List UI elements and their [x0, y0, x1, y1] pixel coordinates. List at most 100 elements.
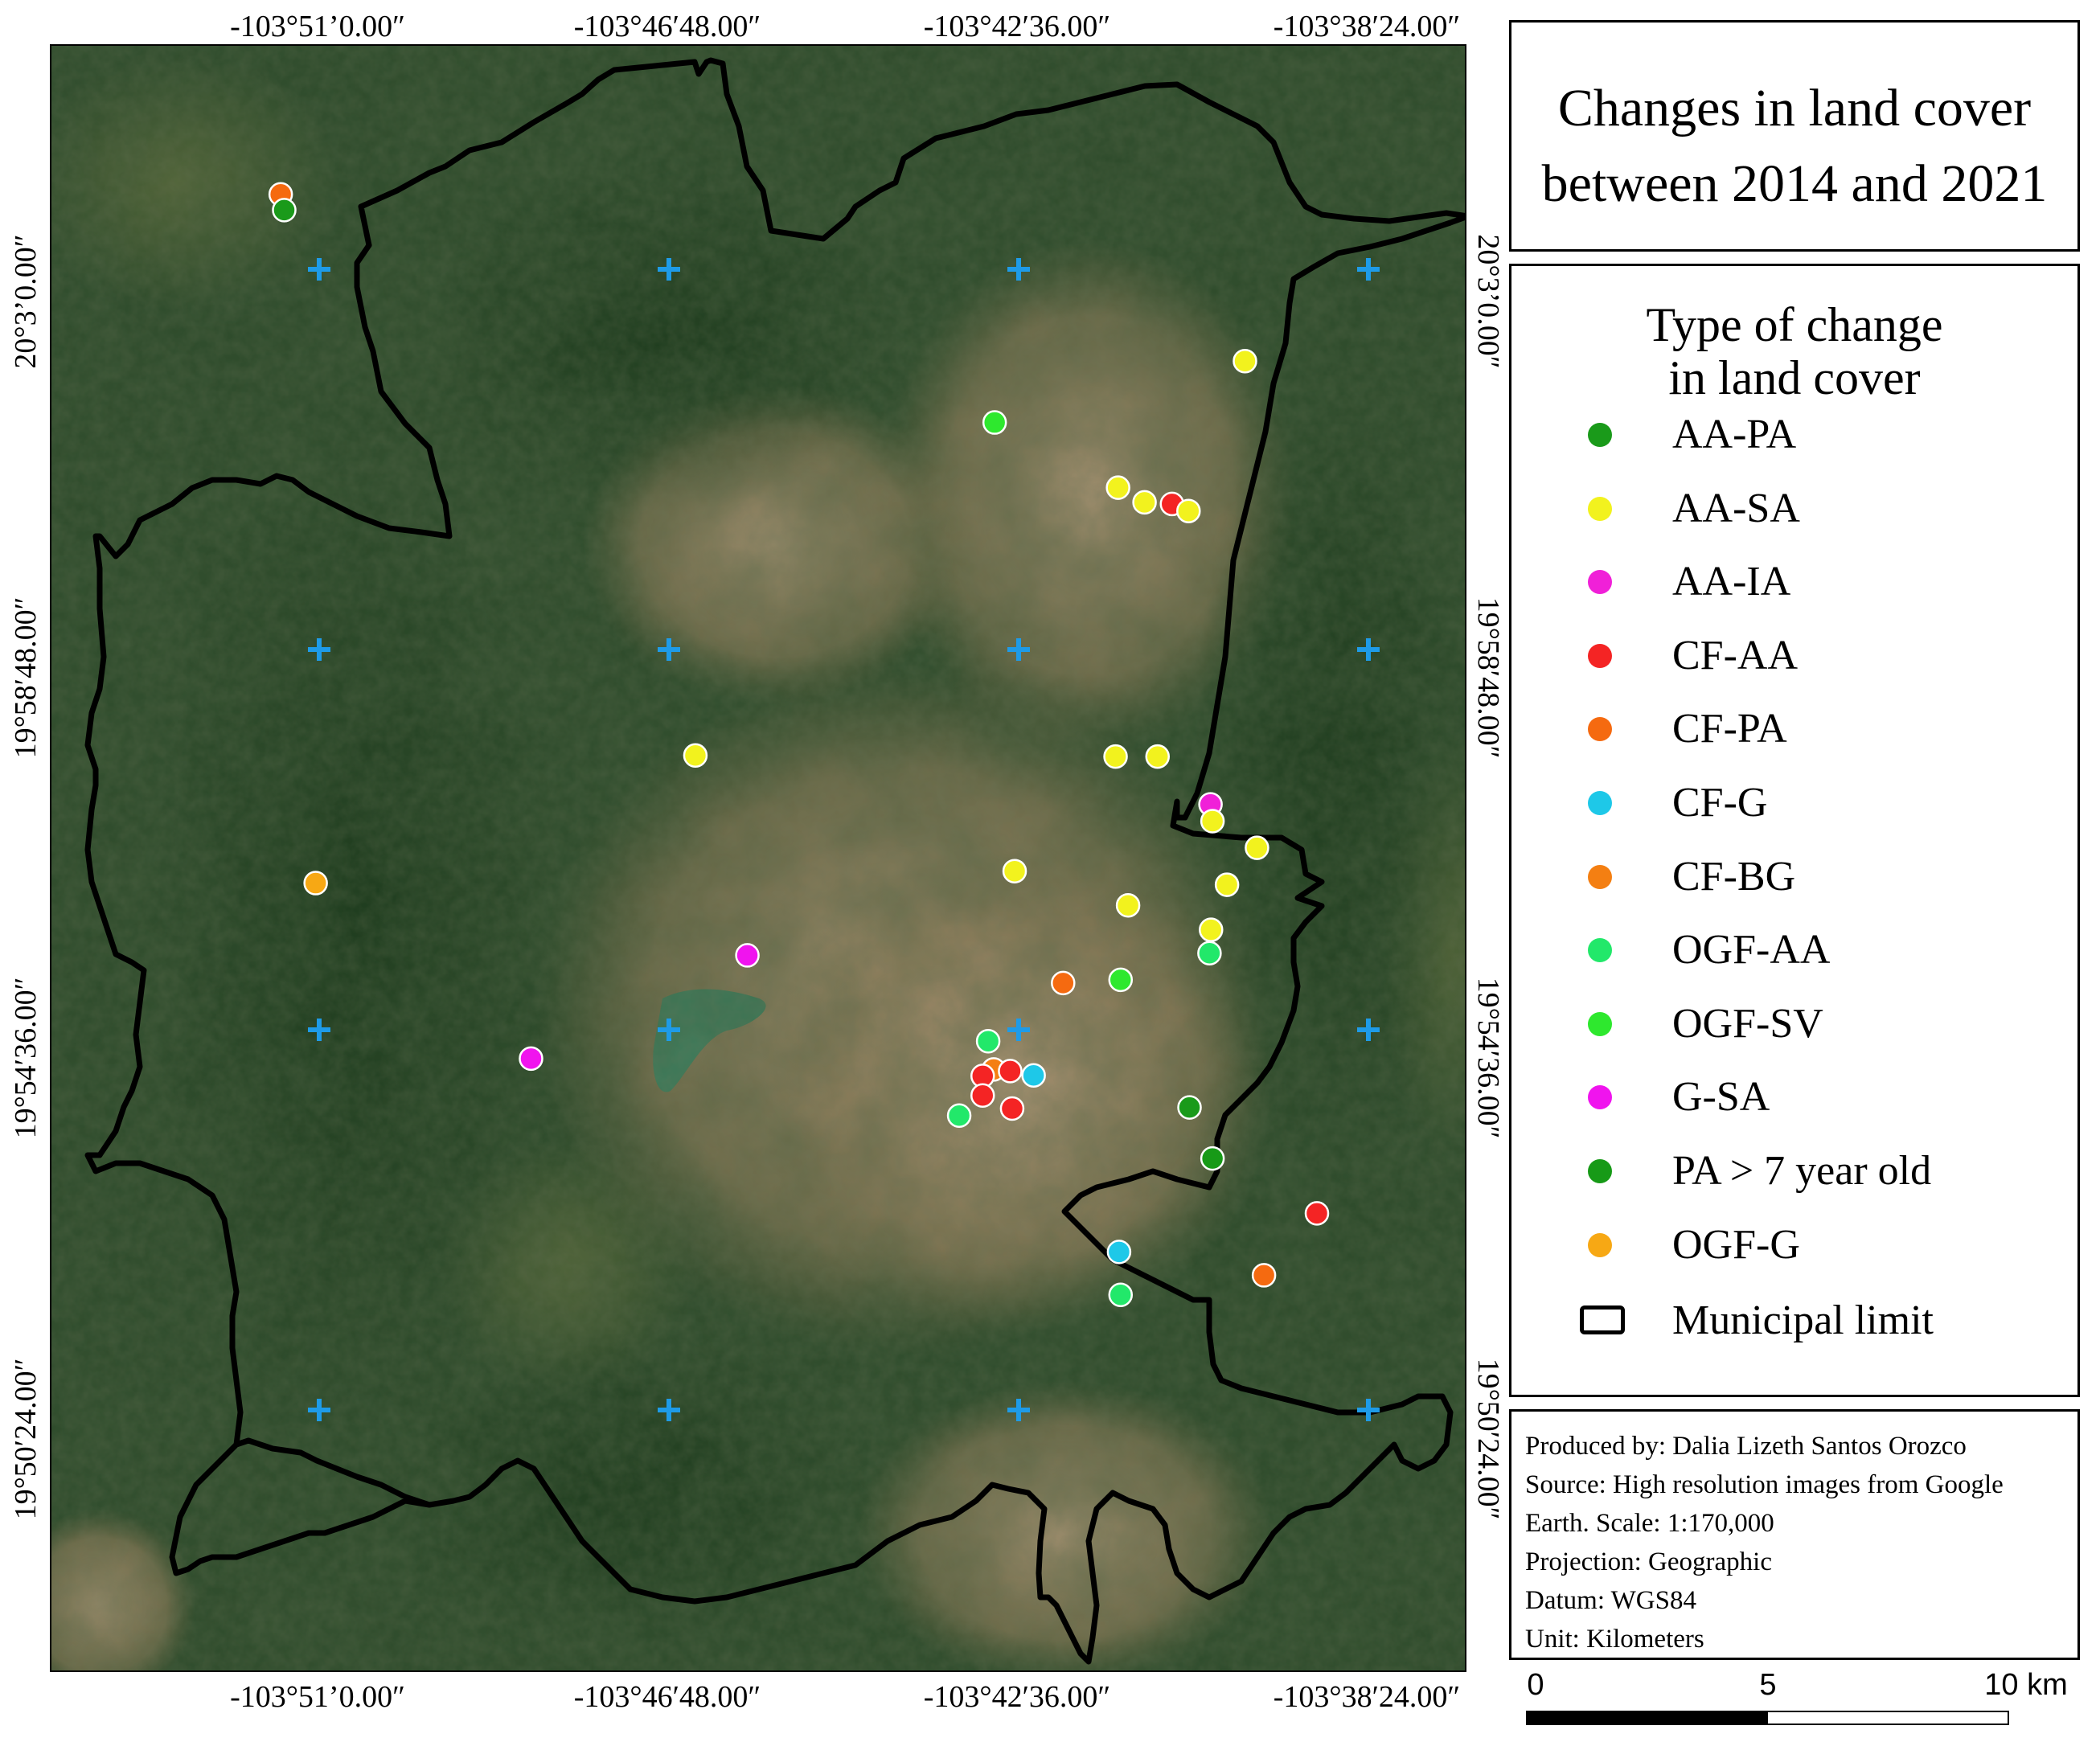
legend-title-line-1: Type of change: [1646, 298, 1943, 351]
legend-item: AA-PA: [1511, 407, 2077, 463]
scale-label-5: 5: [1759, 1668, 1777, 1702]
legend-title: Type of change in land cover: [1511, 298, 2077, 404]
map-title-line-1: Changes in land cover: [1557, 79, 2032, 137]
legend-item: CF-BG: [1511, 849, 2077, 905]
land-cover-point-pa-7-year-old[interactable]: [1200, 1146, 1225, 1171]
land-cover-point-aa-sa[interactable]: [1233, 348, 1257, 374]
land-cover-point-cf-aa[interactable]: [970, 1083, 995, 1109]
grid-cross-icon: [1007, 638, 1030, 661]
legend-item: CF-AA: [1511, 628, 2077, 684]
grid-cross-icon: [658, 638, 680, 661]
legend-item-municipal-limit: Municipal limit: [1511, 1293, 2077, 1349]
map-title: Changes in land cover between 2014 and 2…: [1511, 71, 2077, 222]
land-cover-point-cf-aa[interactable]: [998, 1059, 1023, 1084]
grid-cross-icon: [1007, 1019, 1030, 1041]
grid-cross-icon: [658, 1399, 680, 1421]
land-cover-point-aa-sa[interactable]: [1176, 498, 1201, 523]
grid-cross-icon: [1357, 1019, 1380, 1041]
land-cover-point-aa-sa[interactable]: [1132, 490, 1157, 515]
legend-dot-icon: [1588, 1159, 1612, 1183]
legend-item: OGF-G: [1511, 1217, 2077, 1273]
grid-cross-icon: [658, 258, 680, 281]
coord-top-2: -103°46′48.00″: [573, 10, 761, 43]
land-cover-point-aa-sa[interactable]: [1245, 835, 1269, 860]
legend-item: CF-G: [1511, 775, 2077, 831]
coord-left-3: 19°54′36.00″: [9, 977, 43, 1139]
land-cover-point-cf-pa[interactable]: [1251, 1263, 1277, 1288]
legend-label: OGF-AA: [1672, 927, 1831, 973]
coord-left-4: 19°50′24.00″: [9, 1358, 43, 1520]
land-cover-point-aa-sa[interactable]: [1002, 859, 1027, 883]
legend-dot-icon: [1588, 1232, 1612, 1257]
land-cover-point-aa-sa[interactable]: [683, 743, 708, 769]
legend-label: OGF-SV: [1672, 1000, 1823, 1047]
legend-item: OGF-AA: [1511, 922, 2077, 978]
grid-cross-icon: [308, 1019, 330, 1041]
land-cover-point-aa-sa[interactable]: [1105, 475, 1130, 500]
legend-dot-icon: [1588, 423, 1612, 447]
land-cover-point-g-sa[interactable]: [735, 943, 760, 968]
legend-item: AA-SA: [1511, 481, 2077, 537]
credit-scale: Earth. Scale: 1:170,000: [1525, 1509, 1774, 1538]
legend-dot-icon: [1588, 791, 1612, 815]
coord-left-1: 20°3’0.00″: [9, 234, 43, 369]
land-cover-point-ogf-sv[interactable]: [1108, 967, 1134, 993]
legend-dot-icon: [1588, 938, 1612, 963]
grid-cross-icon: [658, 1019, 680, 1041]
coord-top-4: -103°38′24.00″: [1273, 10, 1461, 43]
land-cover-point-cf-g[interactable]: [1021, 1063, 1046, 1088]
credit-projection: Projection: Geographic: [1525, 1547, 1772, 1576]
coord-bottom-4: -103°38′24.00″: [1273, 1680, 1461, 1714]
legend-dot-icon: [1588, 1011, 1612, 1036]
coord-bottom-2: -103°46′48.00″: [573, 1680, 761, 1714]
coord-top-3: -103°42′36.00″: [923, 10, 1111, 43]
satellite-map[interactable]: [50, 44, 1466, 1672]
grid-cross-icon: [1007, 1399, 1030, 1421]
land-cover-point-ogf-aa[interactable]: [1108, 1282, 1134, 1307]
land-cover-point-cf-pa[interactable]: [1051, 970, 1076, 996]
land-cover-point-aa-sa[interactable]: [1200, 809, 1225, 834]
legend-dot-icon: [1588, 496, 1612, 521]
grid-cross-icon: [308, 1399, 330, 1421]
legend-item: OGF-SV: [1511, 996, 2077, 1052]
legend-title-line-2: in land cover: [1668, 351, 1921, 404]
land-cover-point-cf-aa[interactable]: [999, 1096, 1025, 1121]
grid-cross-icon: [308, 638, 330, 661]
credit-datum: Datum: WGS84: [1525, 1586, 1696, 1615]
land-cover-point-aa-sa[interactable]: [1103, 744, 1128, 769]
land-cover-point-aa-sa[interactable]: [1145, 744, 1171, 769]
land-cover-point-ogf-g[interactable]: [303, 871, 328, 896]
scale-label-10: 10 km: [1984, 1668, 2068, 1702]
land-cover-point-aa-pa[interactable]: [272, 198, 297, 223]
legend-label: Municipal limit: [1672, 1297, 1934, 1343]
municipal-boundary-west: [84, 242, 453, 1448]
land-cover-point-cf-aa[interactable]: [1304, 1201, 1330, 1226]
land-cover-point-aa-sa[interactable]: [1199, 917, 1224, 942]
legend-dot-icon: [1588, 643, 1612, 668]
legend-label: CF-AA: [1672, 632, 1799, 678]
land-cover-point-ogf-aa[interactable]: [1197, 941, 1222, 965]
land-cover-point-aa-pa[interactable]: [1177, 1095, 1202, 1120]
coord-right-3: 19°54′36.00″: [1471, 977, 1505, 1139]
legend-dot-icon: [1588, 864, 1612, 889]
land-cover-point-ogf-aa[interactable]: [975, 1028, 1001, 1054]
legend-label: OGF-G: [1672, 1221, 1800, 1268]
scale-segment-black: [1526, 1711, 1768, 1725]
land-cover-point-aa-sa[interactable]: [1214, 872, 1240, 897]
grid-cross-icon: [1357, 638, 1380, 661]
land-cover-point-cf-g[interactable]: [1106, 1240, 1132, 1264]
coord-right-1: 20°3’0.00″: [1471, 234, 1505, 369]
land-cover-point-g-sa[interactable]: [519, 1046, 543, 1072]
legend-label: CF-BG: [1672, 853, 1796, 900]
scale-segment-white: [1766, 1711, 2009, 1725]
legend-item: CF-PA: [1511, 701, 2077, 757]
legend-label: AA-SA: [1672, 485, 1800, 531]
coord-top-1: -103°51’0.00″: [230, 10, 405, 43]
legend-dot-icon: [1588, 570, 1612, 595]
scale-bar: 0 5 10 km: [1526, 1668, 2073, 1732]
land-cover-point-ogf-aa[interactable]: [946, 1103, 972, 1129]
land-cover-point-ogf-sv[interactable]: [982, 410, 1007, 435]
land-cover-point-aa-sa[interactable]: [1115, 893, 1141, 918]
legend-label: PA > 7 year old: [1672, 1148, 1932, 1194]
legend-label: CF-PA: [1672, 706, 1787, 752]
